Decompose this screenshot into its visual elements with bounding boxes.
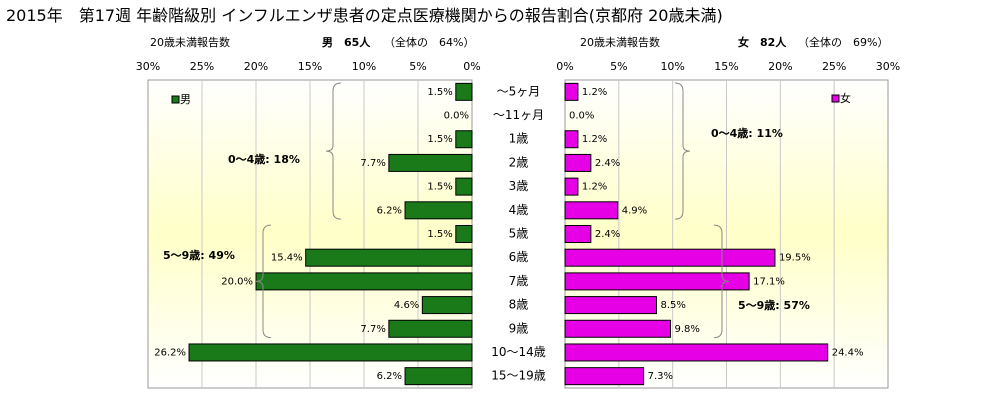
female-value-label: 2.4% [595,158,620,169]
female-bar [564,225,592,243]
male-axis-tick-label: 5% [409,60,426,73]
male-bar [255,272,473,291]
female-axis-tick-label: 25% [822,60,846,73]
category-label: 9歳 [509,321,529,335]
female-header-count: 女 82人 [738,36,787,49]
female-header-label: 20歳未満報告数 [580,36,660,49]
male-axis-tick-label: 10% [352,60,376,73]
male-header-count: 男 65人 [322,36,371,49]
female-value-label: 17.1% [753,276,785,287]
female-value-label: 8.5% [661,300,686,311]
male-axis-tick-label: 15% [298,60,322,73]
male-value-label: 1.5% [427,87,452,98]
female-bar [564,177,579,196]
male-axis-tick-label: 0% [463,60,480,73]
male-legend-swatch [171,95,180,104]
male-header-share: （全体の 64%） [384,36,475,49]
male-value-label: 4.6% [394,300,419,311]
female-bar [564,201,619,220]
category-label: 7歳 [509,274,529,288]
male-bar [388,153,473,172]
female-axis-tick-label: 15% [714,60,738,73]
male-bar [404,201,473,220]
female-value-label: 19.5% [779,253,811,264]
male-value-label: 1.5% [427,229,452,240]
male-value-label: 1.5% [427,182,452,193]
male-value-label: 7.7% [360,158,385,169]
male-age-group-label: 5～9歳: 49% [163,248,235,262]
male-axis-tick-label: 30% [136,60,160,73]
chart-title: 2015年 第17週 年齢階級別 インフルエンザ患者の定点医療機関からの報告割合… [6,6,723,25]
category-label: 15～19歳 [491,369,546,383]
category-label: 5歳 [509,227,529,241]
male-age-group-bracket [255,224,272,339]
female-value-label: 24.4% [832,347,864,358]
male-bar [455,225,473,243]
female-axis-tick-label: 20% [768,60,792,73]
male-value-label: 6.2% [377,205,402,216]
female-bar [564,248,776,267]
female-bar [564,82,579,101]
male-value-label: 26.2% [154,347,186,358]
male-bar [188,343,473,362]
category-label: 10～14歳 [491,345,546,359]
male-bar [388,319,473,338]
male-legend-label: 男 [180,93,191,106]
female-legend-label: 女 [840,91,851,105]
female-value-label: 0.0% [569,111,594,122]
female-age-group-label: 0～4歳: 11% [711,126,783,140]
female-bar [564,153,592,172]
female-value-label: 9.8% [675,324,700,335]
category-label: 4歳 [509,203,529,217]
male-value-label: 15.4% [271,253,303,264]
female-bar [564,272,750,291]
male-axis-tick-label: 20% [244,60,268,73]
category-label: ～11ヶ月 [493,108,544,122]
female-value-label: 7.3% [648,371,673,382]
female-age-group-label: 5～9歳: 57% [738,298,810,312]
female-age-group-bracket [713,224,730,339]
category-label: 1歳 [509,132,529,146]
category-label: 6歳 [509,250,529,264]
male-value-label: 6.2% [377,371,402,382]
female-age-group-bracket [674,82,691,220]
female-header-share: （全体の 69%） [798,36,889,49]
category-label: 8歳 [509,298,529,312]
male-bar [455,177,473,196]
female-bar [564,296,658,315]
category-label: 2歳 [509,155,529,169]
male-age-group-label: 0～4歳: 18% [228,152,300,166]
female-value-label: 1.2% [582,182,607,193]
male-value-label: 20.0% [221,276,253,287]
male-value-label: 1.5% [427,134,452,145]
female-bar [564,130,579,149]
male-bar [455,82,473,101]
female-value-label: 2.4% [595,229,620,240]
male-bar [305,248,473,267]
female-axis-tick-label: 10% [660,60,684,73]
male-value-label: 7.7% [360,324,385,335]
female-bar [564,367,645,386]
male-value-label: 0.0% [444,111,469,122]
male-bar [421,296,473,315]
male-axis-tick-label: 25% [190,60,214,73]
female-value-label: 1.2% [582,87,607,98]
female-bar [564,343,829,362]
female-value-label: 1.2% [582,134,607,145]
female-axis-tick-label: 30% [876,60,900,73]
male-bar [455,130,473,149]
female-bar [564,319,672,338]
male-header-label: 20歳未満報告数 [150,36,230,49]
female-axis-tick-label: 0% [556,60,573,73]
category-label: ～5ヶ月 [497,84,541,98]
female-legend-swatch [831,94,840,103]
category-label: 3歳 [509,179,529,193]
female-axis-tick-label: 5% [610,60,627,73]
male-age-group-bracket [325,82,342,220]
female-value-label: 4.9% [622,205,647,216]
male-bar [404,367,473,386]
